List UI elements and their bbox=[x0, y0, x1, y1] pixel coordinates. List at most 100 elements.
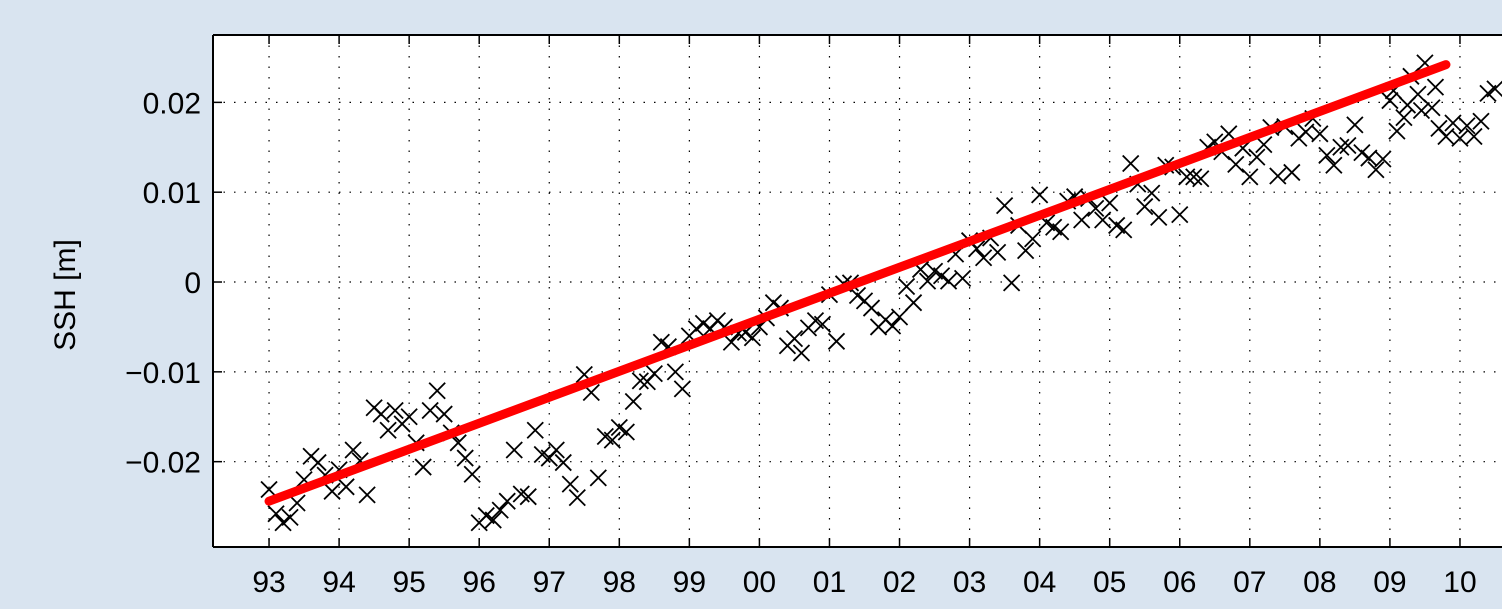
x-tick-label: 01 bbox=[813, 566, 846, 599]
data-point-stroke bbox=[827, 332, 846, 350]
data-point-stroke bbox=[1388, 122, 1406, 140]
data-point bbox=[1255, 135, 1273, 154]
data-point-stroke bbox=[904, 294, 923, 312]
data-point-stroke bbox=[722, 333, 741, 351]
data-point-stroke bbox=[267, 505, 285, 523]
x-tick-label: 95 bbox=[392, 566, 425, 599]
data-point-stroke bbox=[372, 405, 390, 423]
data-point-stroke bbox=[897, 277, 916, 296]
data-point-stroke bbox=[1002, 274, 1021, 292]
data-point bbox=[904, 294, 923, 312]
data-point-stroke bbox=[967, 240, 986, 258]
x-tick-label: 99 bbox=[673, 566, 706, 599]
x-tick-label: 02 bbox=[883, 566, 916, 599]
data-point bbox=[1002, 274, 1021, 292]
data-point bbox=[498, 492, 516, 510]
data-point bbox=[1325, 156, 1343, 174]
data-point-stroke bbox=[610, 418, 628, 437]
data-point-stroke bbox=[974, 249, 993, 267]
data-point-stroke bbox=[1381, 91, 1399, 110]
data-point-stroke bbox=[1367, 161, 1385, 179]
data-point-stroke bbox=[309, 453, 327, 472]
data-point bbox=[1052, 223, 1070, 241]
data-point bbox=[813, 315, 832, 333]
data-point-stroke bbox=[1283, 163, 1301, 182]
data-point-stroke bbox=[617, 423, 635, 441]
data-point-stroke bbox=[743, 329, 762, 347]
data-point-stroke bbox=[1297, 123, 1315, 141]
scatter-points bbox=[260, 54, 1502, 532]
data-point-stroke bbox=[1255, 135, 1273, 154]
data-point-stroke bbox=[1332, 138, 1350, 156]
x-tick-label: 03 bbox=[953, 566, 986, 599]
data-point bbox=[1472, 112, 1490, 130]
data-point-stroke bbox=[1426, 78, 1445, 96]
data-point-stroke bbox=[1241, 168, 1259, 186]
x-tick-label: 10 bbox=[1443, 566, 1476, 599]
data-point bbox=[463, 465, 481, 483]
data-point bbox=[1398, 96, 1417, 114]
data-point bbox=[617, 423, 635, 441]
data-point-stroke bbox=[932, 267, 951, 285]
data-point bbox=[666, 363, 684, 381]
data-point-stroke bbox=[848, 286, 867, 305]
data-point bbox=[897, 277, 916, 296]
data-point-stroke bbox=[666, 363, 684, 381]
data-point bbox=[435, 405, 453, 423]
data-point-stroke bbox=[1171, 206, 1189, 224]
data-point-stroke bbox=[645, 365, 663, 383]
data-point bbox=[1269, 167, 1287, 185]
data-point-stroke bbox=[953, 269, 972, 288]
data-point-stroke bbox=[358, 486, 376, 504]
data-point-stroke bbox=[995, 197, 1014, 215]
data-point-stroke bbox=[1220, 125, 1238, 143]
data-point bbox=[1136, 197, 1154, 216]
data-point-stroke bbox=[456, 449, 474, 467]
data-point-stroke bbox=[1094, 211, 1112, 229]
data-point bbox=[785, 329, 804, 348]
data-point bbox=[281, 508, 299, 526]
data-point bbox=[1360, 149, 1378, 167]
data-point bbox=[421, 401, 439, 420]
data-point-stroke bbox=[1437, 127, 1455, 146]
data-point bbox=[890, 308, 909, 326]
data-point-stroke bbox=[1052, 223, 1070, 241]
data-point-stroke bbox=[414, 458, 432, 476]
trend-line-path bbox=[264, 60, 1451, 506]
data-point bbox=[1444, 114, 1462, 132]
data-point bbox=[918, 272, 937, 290]
data-point-stroke bbox=[1023, 230, 1042, 248]
data-point bbox=[1374, 150, 1392, 168]
data-point-stroke bbox=[295, 470, 313, 489]
data-point bbox=[519, 488, 537, 506]
y-tick-label: −0.02 bbox=[125, 447, 201, 480]
data-point bbox=[1101, 194, 1119, 212]
data-point bbox=[1395, 109, 1413, 127]
x-tick-label: 05 bbox=[1093, 566, 1126, 599]
data-point bbox=[1115, 221, 1133, 239]
data-point-stroke bbox=[379, 421, 397, 439]
data-point bbox=[554, 453, 572, 472]
axis-ticks bbox=[213, 35, 1461, 547]
data-point bbox=[337, 478, 355, 496]
data-point bbox=[624, 392, 642, 411]
data-point bbox=[386, 401, 404, 420]
data-point-stroke bbox=[1206, 133, 1224, 151]
data-point-stroke bbox=[925, 262, 944, 280]
data-point bbox=[862, 299, 881, 317]
data-point bbox=[1332, 138, 1350, 156]
data-point-stroke bbox=[918, 272, 937, 290]
data-point bbox=[344, 441, 362, 459]
data-point-stroke bbox=[813, 315, 832, 333]
axes-frame bbox=[212, 34, 1502, 548]
data-point bbox=[1426, 78, 1445, 96]
data-point bbox=[589, 469, 607, 487]
data-point bbox=[1192, 170, 1210, 188]
data-point-stroke bbox=[1339, 136, 1357, 155]
data-point bbox=[631, 372, 649, 390]
trend-line bbox=[264, 60, 1451, 506]
data-point-stroke bbox=[883, 317, 902, 335]
data-point bbox=[645, 365, 663, 383]
data-point bbox=[974, 249, 993, 267]
